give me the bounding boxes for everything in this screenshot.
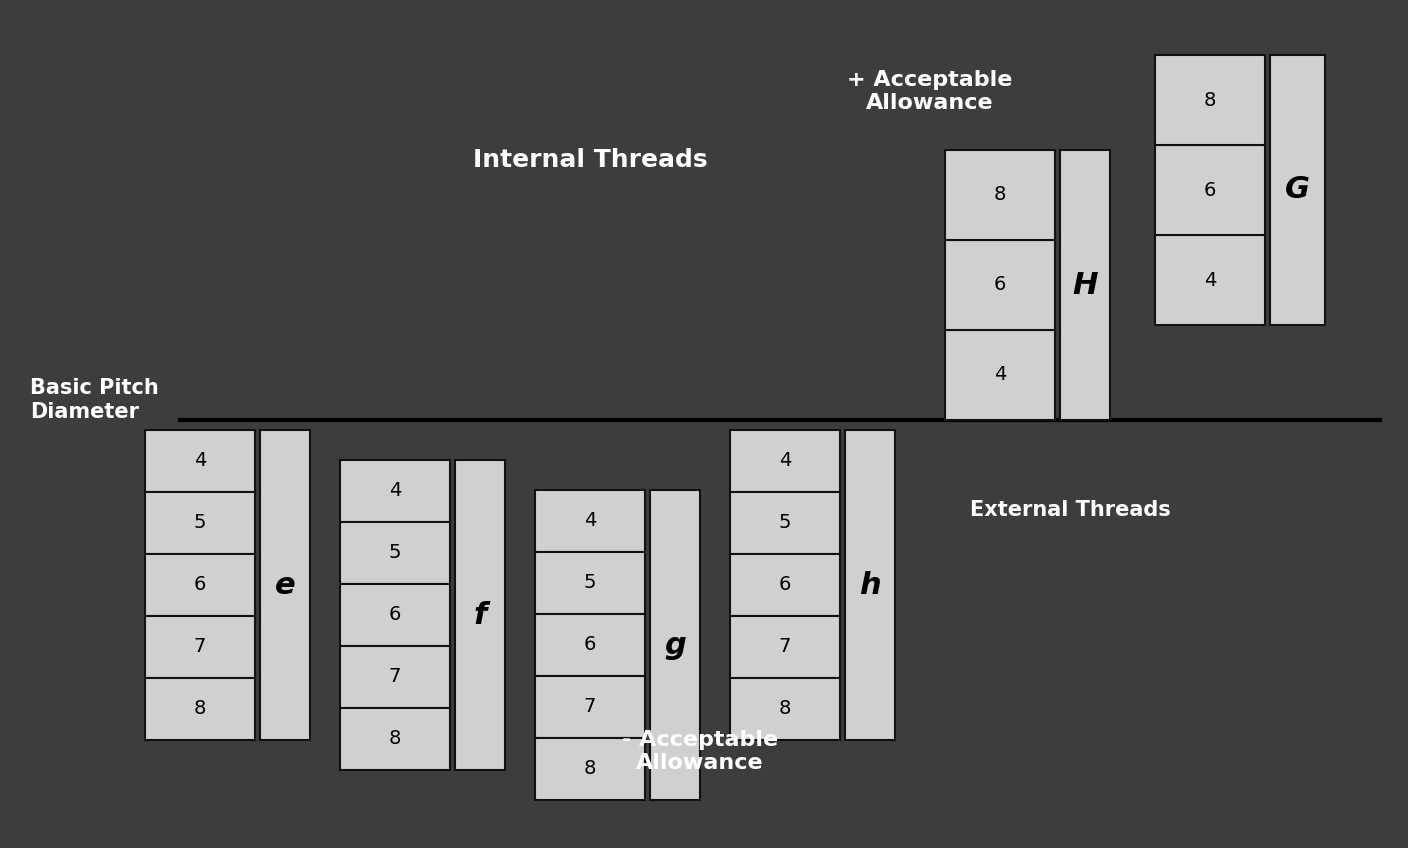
Text: 8: 8 bbox=[779, 700, 791, 718]
Text: 8: 8 bbox=[584, 760, 596, 778]
Text: 4: 4 bbox=[584, 511, 596, 531]
Bar bbox=[339, 708, 451, 770]
Bar bbox=[535, 738, 645, 800]
Text: 4: 4 bbox=[779, 451, 791, 471]
Bar bbox=[145, 616, 255, 678]
Text: 6: 6 bbox=[389, 605, 401, 624]
Text: 6: 6 bbox=[1204, 181, 1217, 199]
Bar bbox=[845, 430, 895, 740]
Bar bbox=[729, 554, 841, 616]
Text: 4: 4 bbox=[994, 365, 1007, 384]
Bar bbox=[729, 616, 841, 678]
Text: 7: 7 bbox=[389, 667, 401, 687]
Bar bbox=[145, 678, 255, 740]
Text: 8: 8 bbox=[389, 729, 401, 749]
Text: 8: 8 bbox=[194, 700, 206, 718]
Bar bbox=[729, 678, 841, 740]
Text: 6: 6 bbox=[779, 576, 791, 594]
Text: 8: 8 bbox=[994, 186, 1007, 204]
Bar bbox=[1270, 55, 1325, 325]
Text: Basic Pitch
Diameter: Basic Pitch Diameter bbox=[30, 378, 159, 421]
Text: 7: 7 bbox=[194, 638, 206, 656]
Bar bbox=[1060, 150, 1110, 420]
Bar bbox=[145, 492, 255, 554]
Text: 4: 4 bbox=[194, 451, 206, 471]
Bar bbox=[945, 150, 1055, 240]
Bar bbox=[145, 430, 255, 492]
Bar bbox=[1155, 55, 1264, 145]
Bar bbox=[1155, 145, 1264, 235]
Bar bbox=[650, 490, 700, 800]
Text: - Acceptable
Allowance: - Acceptable Allowance bbox=[622, 730, 779, 773]
Text: 7: 7 bbox=[779, 638, 791, 656]
Bar bbox=[339, 522, 451, 584]
Bar bbox=[339, 646, 451, 708]
Text: 5: 5 bbox=[584, 573, 596, 593]
Text: 4: 4 bbox=[1204, 271, 1217, 289]
Text: 5: 5 bbox=[389, 544, 401, 562]
Bar bbox=[145, 554, 255, 616]
Bar bbox=[729, 492, 841, 554]
Text: + Acceptable
Allowance: + Acceptable Allowance bbox=[848, 70, 1012, 113]
Bar bbox=[945, 330, 1055, 420]
Text: Internal Threads: Internal Threads bbox=[473, 148, 707, 172]
Text: g: g bbox=[665, 631, 686, 660]
Text: 4: 4 bbox=[389, 482, 401, 500]
Text: h: h bbox=[859, 571, 881, 600]
Text: 6: 6 bbox=[194, 576, 206, 594]
Text: H: H bbox=[1073, 271, 1098, 299]
Text: 5: 5 bbox=[194, 514, 206, 533]
Bar bbox=[339, 460, 451, 522]
Bar bbox=[339, 584, 451, 646]
Bar bbox=[945, 240, 1055, 330]
Text: 6: 6 bbox=[584, 635, 596, 655]
Text: 6: 6 bbox=[994, 276, 1007, 294]
Text: 7: 7 bbox=[584, 698, 596, 717]
Bar bbox=[1155, 235, 1264, 325]
Text: e: e bbox=[275, 571, 296, 600]
Text: f: f bbox=[473, 600, 487, 629]
Text: 5: 5 bbox=[779, 514, 791, 533]
Bar bbox=[260, 430, 310, 740]
Bar bbox=[729, 430, 841, 492]
Text: G: G bbox=[1286, 176, 1309, 204]
Bar bbox=[535, 676, 645, 738]
Bar bbox=[535, 552, 645, 614]
Text: 8: 8 bbox=[1204, 91, 1217, 109]
Bar bbox=[535, 614, 645, 676]
Bar bbox=[455, 460, 505, 770]
Text: External Threads: External Threads bbox=[970, 500, 1170, 520]
Bar bbox=[535, 490, 645, 552]
